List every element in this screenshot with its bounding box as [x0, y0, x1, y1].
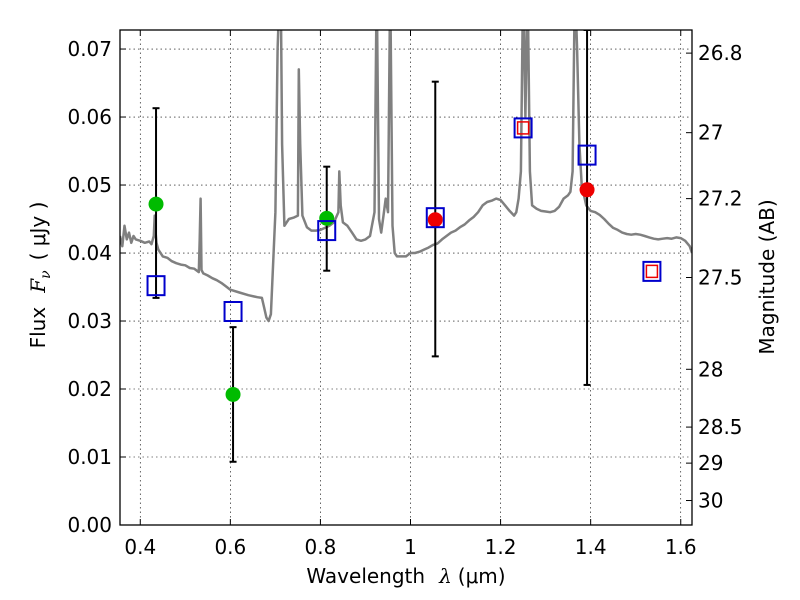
x-tick-labels: 0.4 0.6 0.8 1 1.2 1.4 1.6: [124, 535, 696, 559]
data-point-circle: [148, 196, 164, 212]
y-tick-labels: 0.00 0.01 0.02 0.03 0.04 0.05 0.06 0.07: [67, 37, 112, 537]
model-point-square-inner: [516, 121, 530, 135]
y-axis-symbol: F: [26, 278, 50, 294]
model-point-square: [223, 300, 243, 322]
x-tick-label: 0.6: [214, 535, 246, 559]
y-tick-label: 0.02: [67, 377, 112, 401]
y-tick-label: 0.06: [67, 105, 112, 129]
y-tick-label: 0.03: [67, 309, 112, 333]
x-tick-label: 1.2: [485, 535, 517, 559]
x-tick-label: 0.4: [124, 535, 156, 559]
x-tick-label: 1: [404, 535, 417, 559]
y-axis-label: Flux Fν ( μJy ): [26, 202, 54, 349]
model-point-square: [146, 275, 166, 297]
y2-tick-label: 26.8: [698, 41, 743, 65]
model-point-square-inner: [645, 264, 659, 279]
data-point-circle: [579, 182, 595, 198]
axis-ticks: [120, 30, 692, 526]
x-axis-label-text: Wavelength: [306, 564, 425, 588]
data-point-circle: [225, 386, 241, 402]
x-tick-label: 1.4: [575, 535, 607, 559]
y-axis-label-text: Flux: [26, 307, 50, 349]
model-point-square: [425, 207, 445, 229]
y2-tick-label: 27: [698, 121, 723, 145]
data-point-circle: [427, 212, 443, 228]
y-tick-label: 0.07: [67, 37, 112, 61]
y-axis-unit: ( μJy ): [26, 202, 50, 261]
y2-tick-label: 28: [698, 357, 723, 381]
y-tick-label: 0.05: [67, 173, 112, 197]
model-point-square: [317, 220, 337, 242]
model-point-square: [513, 117, 533, 139]
y-tick-label: 0.04: [67, 241, 112, 265]
y2-tick-label: 27.5: [698, 266, 743, 290]
x-tick-label: 0.8: [305, 535, 337, 559]
model-spectrum-line: [120, 30, 692, 323]
x-axis-unit: (μm): [458, 564, 506, 588]
y-axis-symbol-sub: ν: [38, 270, 54, 279]
y2-tick-label: 29: [698, 451, 723, 475]
model-point-square: [642, 260, 662, 282]
x-axis-label: Wavelength λ (μm): [306, 564, 505, 588]
y-tick-label: 0.00: [67, 513, 112, 537]
data-markers: [146, 117, 662, 402]
x-axis-symbol: λ: [438, 564, 452, 588]
data-point-circle: [319, 210, 335, 226]
x-tick-label: 1.6: [665, 535, 697, 559]
grid-lines: [120, 30, 692, 526]
model-point-square: [577, 144, 597, 166]
y-tick-label: 0.01: [67, 445, 112, 469]
y2-axis-label: Magnitude (AB): [755, 199, 779, 354]
y2-tick-label: 30: [698, 489, 723, 513]
y2-tick-label: 27.2: [698, 187, 743, 211]
y2-tick-labels: 26.8 27 27.2 27.5 28 28.5 29 30: [698, 41, 743, 512]
y2-tick-label: 28.5: [698, 415, 743, 439]
